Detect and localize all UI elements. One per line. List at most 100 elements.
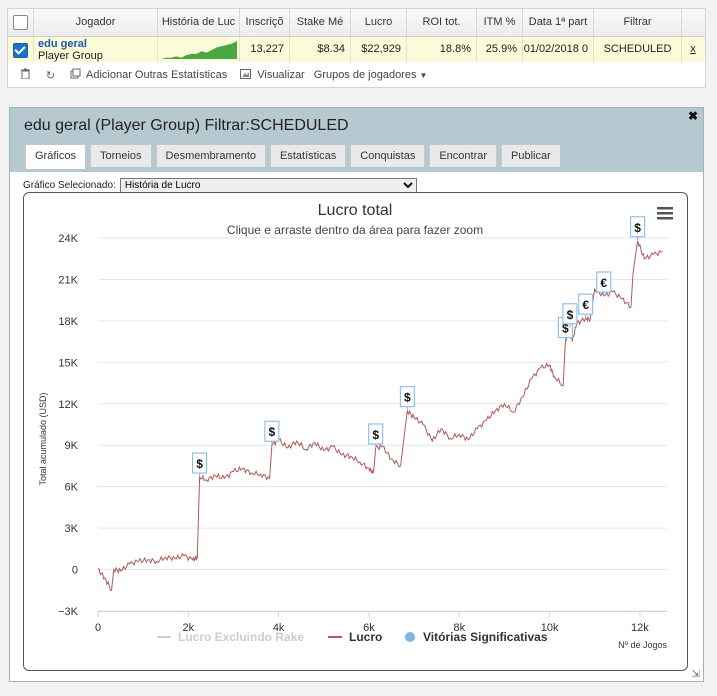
graph-selector-label: Gráfico Selecionado: bbox=[23, 180, 116, 191]
view-button[interactable]: Visualizar bbox=[257, 69, 305, 81]
win-marker[interactable]: $ bbox=[630, 216, 646, 241]
y-tick-label: 18K bbox=[58, 316, 78, 328]
player-group-panel: edu geral (Player Group) Filtrar:SCHEDUL… bbox=[9, 107, 704, 682]
panel-header: edu geral (Player Group) Filtrar:SCHEDUL… bbox=[10, 108, 703, 172]
win-marker[interactable]: € bbox=[596, 271, 612, 297]
win-marker-label: $ bbox=[404, 391, 411, 405]
lucro-value: $22,929 bbox=[351, 37, 407, 62]
col-header-inscricoes[interactable]: Inscriçõ bbox=[240, 9, 290, 36]
table-row[interactable]: edu geral Player Group 13,227 $8.34 $22,… bbox=[8, 37, 705, 62]
chart-title: Lucro total bbox=[318, 202, 393, 219]
data-value: 01/02/2018 0 bbox=[523, 37, 594, 62]
win-marker[interactable]: $ bbox=[264, 420, 280, 446]
y-tick-label: 9K bbox=[65, 440, 79, 452]
win-markers[interactable]: $$ $$$$€€$ bbox=[192, 216, 646, 477]
close-icon[interactable]: ✖ bbox=[687, 109, 698, 123]
graph-select[interactable]: História de Lucro bbox=[119, 178, 417, 193]
y-tick-label: 21K bbox=[58, 274, 78, 286]
panel-filter-text: SCHEDULED bbox=[249, 117, 349, 134]
player-name-link[interactable]: edu geral bbox=[38, 38, 87, 50]
win-marker[interactable]: $ bbox=[562, 303, 578, 328]
tab-publicar[interactable]: Publicar bbox=[501, 144, 561, 167]
select-all-cell[interactable] bbox=[8, 9, 34, 36]
col-header-roi[interactable]: ROI tot. bbox=[407, 9, 477, 36]
player-type: Player Group bbox=[38, 50, 103, 62]
col-header-data[interactable]: Data 1ª part bbox=[523, 9, 594, 36]
legend-label[interactable]: Lucro Excluindo Rake bbox=[178, 630, 304, 644]
series-lines bbox=[97, 240, 663, 591]
win-marker-label: $ bbox=[634, 221, 641, 235]
y-tick-label: 0 bbox=[72, 565, 78, 577]
win-marker-label: € bbox=[600, 276, 607, 290]
legend-item[interactable]: Lucro Excluindo Rake bbox=[157, 630, 304, 644]
itm-value: 25.9% bbox=[477, 37, 523, 62]
legend-item[interactable]: Lucro bbox=[328, 630, 382, 644]
legend-item[interactable]: Vitórias Significativas bbox=[405, 630, 548, 644]
tab-torneios[interactable]: Torneios bbox=[89, 144, 152, 167]
win-marker[interactable]: $ bbox=[399, 386, 415, 411]
col-header-lucro[interactable]: Lucro bbox=[351, 9, 407, 36]
legend-label[interactable]: Vitórias Significativas bbox=[423, 630, 548, 644]
col-header-itm[interactable]: ITM % bbox=[477, 9, 523, 36]
y-tick-label: 15K bbox=[58, 357, 78, 369]
panel-tabs: Gráficos Torneios Desmembramento Estatís… bbox=[25, 144, 565, 169]
player-groups-dropdown[interactable]: Grupos de jogadores ▼ bbox=[314, 69, 428, 81]
table-toolbar: ↻ Adicionar Outras Estatísticas Visualiz… bbox=[8, 64, 705, 86]
profit-sparkline-cell bbox=[158, 37, 240, 62]
x-tick-label: 12k bbox=[631, 622, 649, 634]
image-icon[interactable] bbox=[239, 68, 252, 82]
chart-legend[interactable]: Lucro Excluindo Rake Lucro Vitórias Signif… bbox=[157, 630, 548, 644]
win-marker[interactable]: $ bbox=[368, 423, 384, 448]
tab-encontrar[interactable]: Encontrar bbox=[429, 144, 498, 167]
add-stats-button[interactable]: Adicionar Outras Estatísticas bbox=[86, 69, 228, 81]
profit-chart[interactable]: Lucro total Clique e arraste dentro da á… bbox=[23, 192, 688, 671]
tab-conquistas[interactable]: Conquistas bbox=[350, 144, 426, 167]
add-stats-icon[interactable] bbox=[69, 68, 82, 82]
tab-desmembramento[interactable]: Desmembramento bbox=[155, 144, 267, 167]
col-header-stake[interactable]: Stake Mé bbox=[290, 9, 351, 36]
x-tick-label: 4k bbox=[273, 622, 285, 634]
select-all-checkbox[interactable] bbox=[13, 15, 28, 30]
y-tick-labels: 24K 21K 18K 15K 12K 9K 6K 3K 0 −3K bbox=[58, 233, 79, 618]
col-header-historia[interactable]: História de Luc bbox=[158, 9, 240, 36]
win-marker[interactable]: € bbox=[578, 293, 594, 319]
panel-title: edu geral (Player Group) Filtrar:SCHEDUL… bbox=[24, 117, 349, 135]
x-tick-label: 0 bbox=[95, 622, 101, 634]
win-marker[interactable]: $ bbox=[192, 452, 208, 477]
y-tick-label: 24K bbox=[58, 233, 78, 245]
roi-value: 18.8% bbox=[407, 37, 477, 62]
row-checkbox[interactable] bbox=[13, 43, 28, 58]
filter-value[interactable]: SCHEDULED bbox=[594, 37, 682, 62]
player-groups-label: Grupos de jogadores bbox=[313, 69, 417, 81]
x-tick-label: 2k bbox=[183, 622, 195, 634]
tab-estatisticas[interactable]: Estatísticas bbox=[270, 144, 347, 167]
y-tick-label: 12K bbox=[58, 399, 78, 411]
y-tick-label: 3K bbox=[65, 523, 79, 535]
win-marker-label: $ bbox=[269, 425, 276, 439]
win-marker-label: $ bbox=[372, 428, 379, 442]
x-tick-label: 10k bbox=[541, 622, 559, 634]
hamburger-menu-icon[interactable] bbox=[657, 207, 673, 220]
inscricoes-value: 13,227 bbox=[240, 37, 290, 62]
resize-handle-icon[interactable]: ⇲ bbox=[691, 669, 700, 680]
x-tick-labels: 0 2k 4k 6k 8k 10k 12k bbox=[95, 611, 649, 634]
win-marker-label: $ bbox=[562, 322, 569, 336]
col-header-remove bbox=[682, 9, 704, 36]
refresh-icon[interactable]: ↻ bbox=[45, 69, 56, 82]
row-select-cell[interactable] bbox=[8, 37, 34, 62]
y-axis-label: Total acumulado (USD) bbox=[38, 392, 48, 485]
remove-row-link[interactable]: x bbox=[690, 43, 696, 55]
player-cell[interactable]: edu geral Player Group bbox=[34, 37, 158, 62]
tab-graficos[interactable]: Gráficos bbox=[25, 144, 86, 169]
trash-icon[interactable] bbox=[19, 68, 32, 82]
graph-selector: Gráfico Selecionado: História de Lucro bbox=[23, 178, 417, 193]
col-header-jogador[interactable]: Jogador bbox=[34, 9, 158, 36]
win-marker-label: $ bbox=[567, 308, 574, 322]
panel-title-text: edu geral (Player Group) Filtrar: bbox=[24, 117, 250, 134]
col-header-filtrar[interactable]: Filtrar bbox=[594, 9, 682, 36]
stake-value: $8.34 bbox=[290, 37, 351, 62]
legend-label[interactable]: Lucro bbox=[349, 630, 382, 644]
y-tick-label: −3K bbox=[58, 606, 79, 618]
profit-chart-svg[interactable]: Lucro total Clique e arraste dentro da á… bbox=[24, 193, 687, 670]
chart-subtitle: Clique e arraste dentro da área para faz… bbox=[227, 223, 483, 237]
